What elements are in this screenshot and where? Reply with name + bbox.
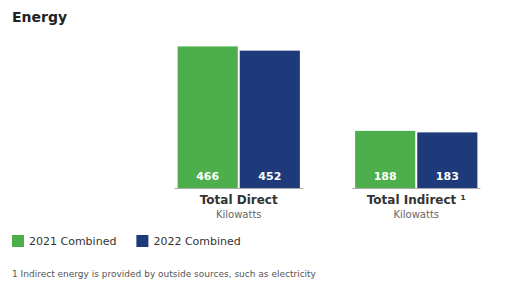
bars xyxy=(178,46,478,188)
data-label: 188 xyxy=(374,170,397,183)
labels: 466 452 188 183 xyxy=(196,170,459,183)
legend: 2021 Combined 2022 Combined xyxy=(12,235,241,248)
group-baseline xyxy=(352,188,480,189)
bar xyxy=(178,46,238,188)
title: Energy xyxy=(12,9,67,25)
footnote: 1 Indirect energy is provided by outside… xyxy=(12,269,317,279)
chart: Energy 466 452 188 183 Total Direct Kilowatts T… xyxy=(0,0,519,289)
category-label: Total Indirect ¹ xyxy=(367,193,466,207)
bar xyxy=(417,132,477,188)
bar xyxy=(355,131,415,188)
group-baseline xyxy=(175,188,303,189)
legend-label: 2022 Combined xyxy=(153,235,240,248)
data-label: 466 xyxy=(196,170,219,183)
data-label: 452 xyxy=(258,170,281,183)
legend-swatch xyxy=(12,235,24,247)
bar xyxy=(240,51,300,188)
group-sublabel: Kilowatts xyxy=(216,209,262,220)
category-label: Total Direct xyxy=(200,193,278,207)
legend-label: 2021 Combined xyxy=(29,235,116,248)
legend-swatch xyxy=(136,235,148,247)
data-label: 183 xyxy=(436,170,459,183)
group-sublabel: Kilowatts xyxy=(393,209,439,220)
